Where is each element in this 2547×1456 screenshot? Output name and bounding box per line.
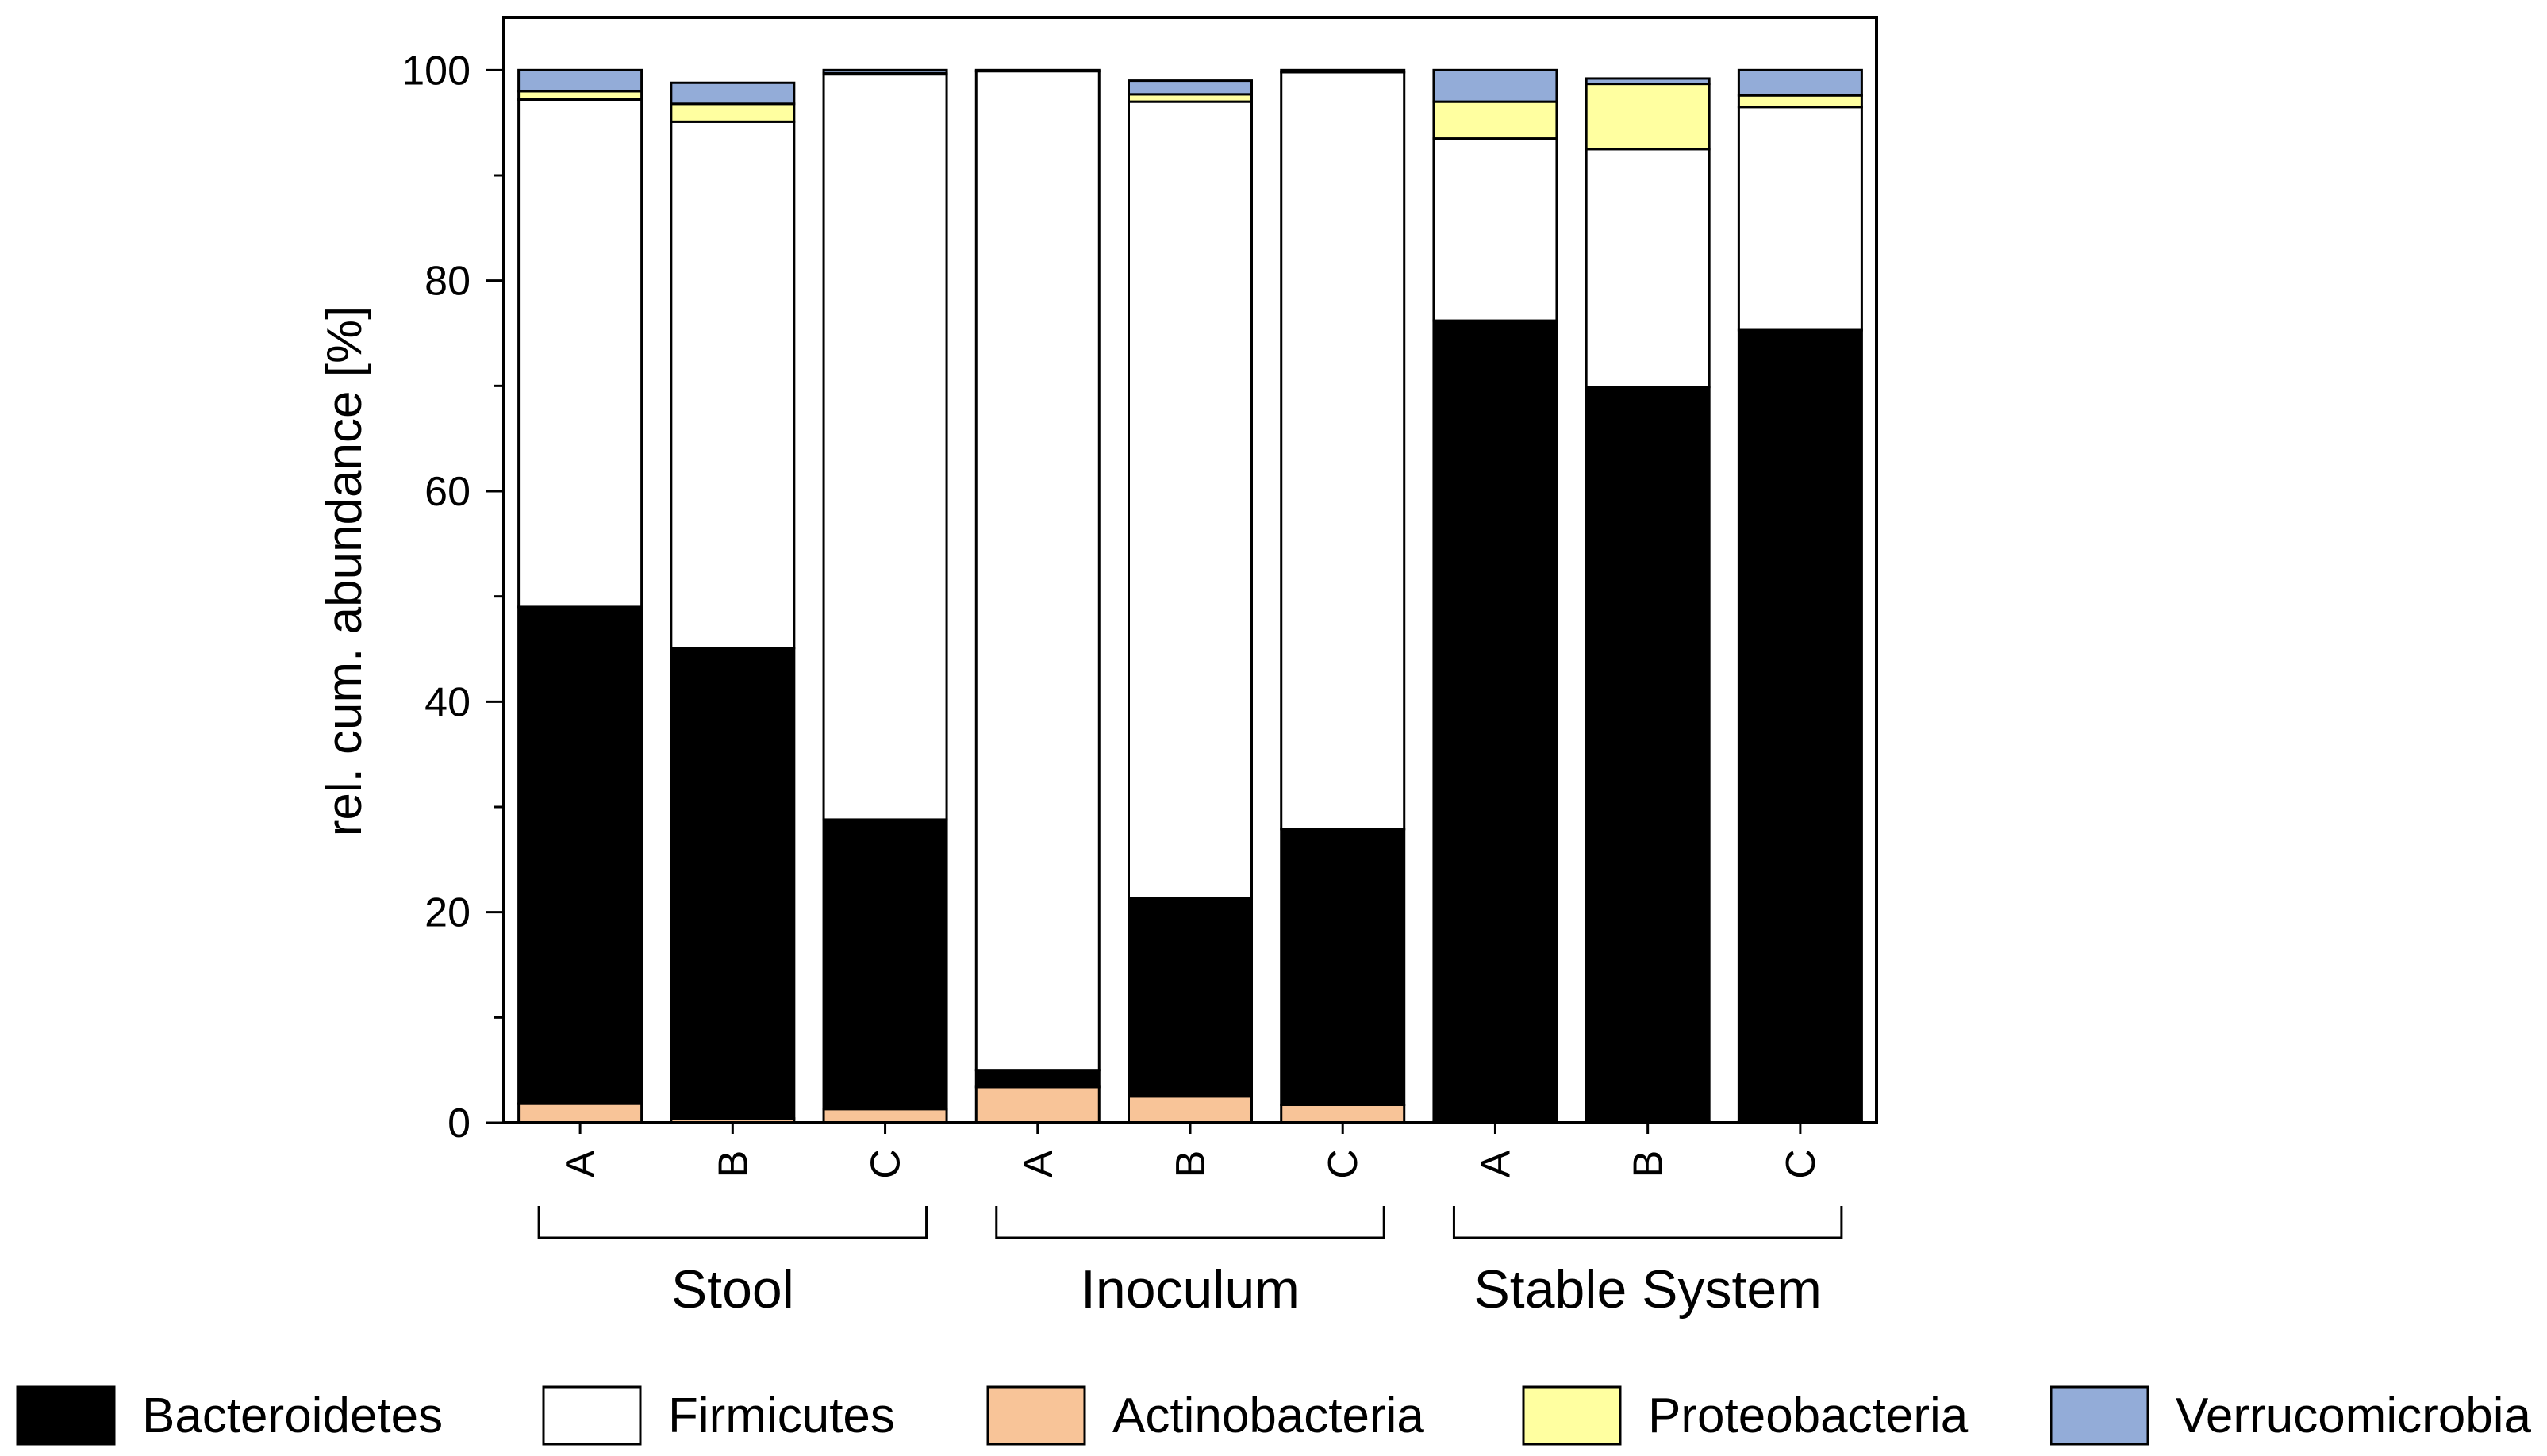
bar-segment-firmicutes <box>1432 137 1558 322</box>
x-category-label: B <box>710 1151 756 1178</box>
bar-segment-verrucomicrobia <box>1432 68 1558 103</box>
y-tick-label: 0 <box>448 1101 471 1147</box>
bar-segment-verrucomicrobia <box>1585 77 1711 86</box>
bar-segment-bacteroidetes <box>1585 386 1711 1124</box>
x-category-label: B <box>1168 1151 1214 1178</box>
bar-segment-bacteroidetes <box>1128 897 1253 1098</box>
bar-segment-verrucomicrobia <box>670 81 796 106</box>
bar-segment-proteobacteria <box>1432 100 1558 140</box>
legend-label: Bacteroidetes <box>142 1389 443 1443</box>
y-tick-label: 60 <box>424 469 471 515</box>
bar-segment-verrucomicrobia <box>517 68 643 93</box>
bar-segment-proteobacteria <box>670 102 796 123</box>
y-tick-label: 20 <box>424 890 471 936</box>
group-bracket <box>1452 1206 1843 1239</box>
group-brackets: Stool Inoculum Stable System <box>537 1206 1843 1320</box>
y-axis: 0 20 40 60 80 100 <box>401 16 1878 1147</box>
y-tick-label: 80 <box>424 259 471 305</box>
y-axis-title: rel. cum. abundance [%] <box>317 306 372 837</box>
x-category-label: C <box>1320 1149 1366 1179</box>
x-category-label: C <box>863 1149 909 1179</box>
bar-segment-firmicutes <box>1737 106 1863 332</box>
bar-segment-firmicutes <box>1585 148 1711 389</box>
legend-label: Firmicutes <box>668 1389 895 1443</box>
bar-segment-firmicutes <box>1280 71 1406 831</box>
x-category-label: C <box>1778 1149 1824 1179</box>
x-category-label: B <box>1626 1151 1672 1178</box>
legend: Bacteroidetes Firmicutes Actinobacteria Pro… <box>16 1385 2531 1446</box>
bar-segment-bacteroidetes <box>822 818 948 1111</box>
bar-segment-bacteroidetes <box>1737 328 1863 1124</box>
bar-segment-firmicutes <box>974 70 1101 1072</box>
bar-segment-firmicutes <box>517 98 643 609</box>
bar-segment-verrucomicrobia <box>1128 79 1253 96</box>
y-tick-label: 100 <box>401 48 471 94</box>
plot-area <box>517 68 1863 1124</box>
bar-segment-actinobacteria <box>517 1102 643 1124</box>
x-category-label: A <box>1016 1150 1062 1177</box>
group-bracket <box>995 1206 1385 1239</box>
bar-segment-bacteroidetes <box>517 605 643 1105</box>
bar-segment-proteobacteria <box>517 90 643 101</box>
bar-segment-bacteroidetes <box>1280 828 1406 1106</box>
legend-swatch-verrucomicrobia <box>2050 1385 2149 1446</box>
bar-segment-firmicutes <box>670 120 796 650</box>
legend-swatch-actinobacteria <box>986 1385 1086 1446</box>
bar-segment-verrucomicrobia <box>822 68 948 75</box>
group-label: Inoculum <box>1081 1259 1300 1320</box>
y-tick-label: 40 <box>424 679 471 725</box>
bar-segment-bacteroidetes <box>1432 319 1558 1124</box>
legend-label: Verrucomicrobia <box>2176 1389 2531 1443</box>
bar-segment-bacteroidetes <box>670 647 796 1120</box>
bar-segment-firmicutes <box>1128 100 1253 900</box>
bar-segment-actinobacteria <box>974 1085 1101 1124</box>
bar-segment-actinobacteria <box>1280 1103 1406 1124</box>
bar-segment-verrucomicrobia <box>974 68 1101 73</box>
x-category-label: A <box>1473 1150 1519 1177</box>
group-label: Stool <box>671 1259 794 1320</box>
legend-label: Actinobacteria <box>1112 1389 1424 1443</box>
legend-swatch-proteobacteria <box>1522 1385 1622 1446</box>
bar-segment-verrucomicrobia <box>1737 68 1863 97</box>
x-category-label: A <box>558 1150 604 1177</box>
group-bracket <box>537 1206 928 1239</box>
legend-swatch-bacteroidetes <box>16 1385 116 1446</box>
bar-segment-actinobacteria <box>1128 1095 1253 1124</box>
bar-segment-actinobacteria <box>822 1108 948 1124</box>
legend-label: Proteobacteria <box>1648 1389 1969 1443</box>
group-label: Stable System <box>1473 1259 1821 1320</box>
bar-segment-firmicutes <box>822 73 948 821</box>
bar-segment-bacteroidetes <box>974 1069 1101 1089</box>
bar-segment-proteobacteria <box>1737 94 1863 109</box>
legend-swatch-firmicutes <box>542 1385 642 1446</box>
bar-segment-verrucomicrobia <box>1280 68 1406 74</box>
bar-segment-proteobacteria <box>1585 83 1711 151</box>
